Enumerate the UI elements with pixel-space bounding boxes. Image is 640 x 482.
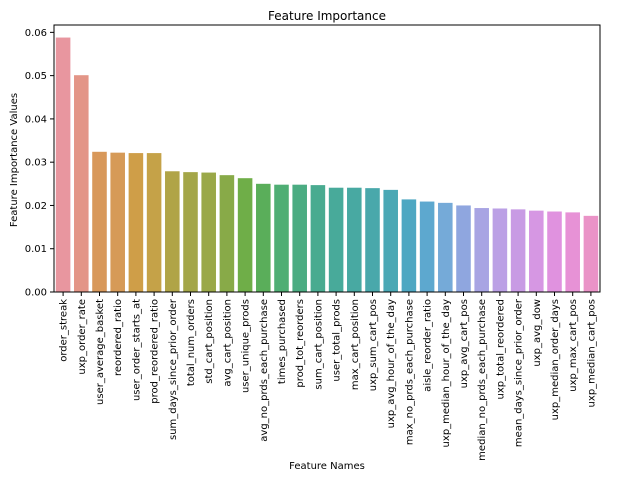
x-tick-label: sum_days_since_prior_order xyxy=(168,298,179,440)
bar-uxp-total-reordered xyxy=(492,208,508,292)
bar-avg-cart-position xyxy=(219,175,235,292)
bar-avg-no-prds-each-purchase xyxy=(256,183,271,292)
x-tick-label: uxp_order_rate xyxy=(77,299,88,375)
y-tick-label: 0.01 xyxy=(25,244,47,255)
x-tick-label: uxp_total_reordered xyxy=(495,299,506,399)
x-tick-label: user_order_starts_at xyxy=(131,299,142,401)
bar-prod-reordered-ratio xyxy=(146,153,162,292)
bar-max-cart-position xyxy=(347,187,362,292)
x-tick-label: user_average_basket xyxy=(95,299,106,405)
bar-std-cart-position xyxy=(201,172,216,292)
x-axis: order_streak uxp_order_rate user_average_b… xyxy=(59,292,597,461)
x-tick-label: uxp_median_order_days xyxy=(550,299,561,420)
y-tick-label: 0.00 xyxy=(25,288,47,299)
x-tick-label: user_unique_prods xyxy=(241,299,252,393)
x-tick-label: avg_cart_position xyxy=(222,299,233,387)
bar-sum-cart-position xyxy=(310,185,326,292)
bar-reordered-ratio xyxy=(110,152,125,292)
bar-user-total-prods xyxy=(328,187,344,292)
chart-title: Feature Importance xyxy=(268,9,386,23)
bar-prod-tot-reorders xyxy=(292,184,307,292)
bars-group xyxy=(55,37,599,293)
x-tick-label: reordered_ratio xyxy=(113,299,124,376)
bar-uxp-order-rate xyxy=(74,75,89,293)
bar-uxp-avg-cart-pos xyxy=(456,205,471,292)
x-tick-label: total_num_orders xyxy=(186,299,197,386)
bar-user-order-starts-at xyxy=(128,153,144,292)
bar-max-no-prds-each-purchase xyxy=(401,199,417,292)
bar-aisle-reorder-ratio xyxy=(419,201,435,292)
x-tick-label: uxp_avg_hour_of_the_day xyxy=(386,299,397,428)
bar-uxp-median-cart-pos xyxy=(583,215,599,292)
x-tick-label: uxp_max_cart_pos xyxy=(568,299,579,392)
y-tick-label: 0.06 xyxy=(25,28,47,39)
x-tick-label: user_total_prods xyxy=(332,299,343,382)
y-axis: 0.00 0.01 0.02 0.03 0.04 0.05 0.06 xyxy=(25,28,54,299)
y-axis-label: Feature Importance Values xyxy=(9,93,20,227)
x-tick-label: times_purchased xyxy=(277,299,288,384)
x-tick-label: mean_days_since_prior_order xyxy=(514,298,525,447)
bar-uxp-avg-dow xyxy=(529,210,544,292)
bar-sum-days-since-prior-order xyxy=(165,171,180,292)
y-tick-label: 0.02 xyxy=(25,201,47,212)
bar-order-streak xyxy=(55,37,71,292)
bar-uxp-median-hour-of-the-day xyxy=(438,202,453,292)
bar-user-unique-prods xyxy=(237,178,253,292)
x-tick-label: uxp_median_hour_of_the_day xyxy=(441,299,452,448)
y-tick-label: 0.05 xyxy=(25,71,47,82)
x-tick-label: uxp_avg_cart_pos xyxy=(459,299,470,388)
bar-uxp-avg-hour-of-the-day xyxy=(383,189,398,292)
bar-uxp-max-cart-pos xyxy=(565,212,580,292)
bar-times-purchased xyxy=(274,184,289,292)
x-tick-label: max_no_prds_each_purchase xyxy=(404,299,415,445)
bar-mean-days-since-prior-order xyxy=(510,209,526,292)
x-tick-label: avg_no_prds_each_purchase xyxy=(259,299,270,442)
x-tick-label: max_cart_position xyxy=(350,299,361,390)
x-tick-label: uxp_sum_cart_pos xyxy=(368,299,379,391)
x-tick-label: aisle_reorder_ratio xyxy=(423,299,434,392)
bar-user-average-basket xyxy=(92,151,107,292)
y-tick-label: 0.03 xyxy=(25,158,47,169)
bar-median-no-prds-each-purchase xyxy=(474,208,489,292)
x-tick-label: prod_tot_reorders xyxy=(295,299,306,388)
bar-uxp-median-order-days xyxy=(547,211,562,292)
bar-uxp-sum-cart-pos xyxy=(365,188,380,292)
x-tick-label: uxp_avg_dow xyxy=(532,299,543,367)
x-tick-label: uxp_median_cart_pos xyxy=(586,299,597,407)
bar-total-num-orders xyxy=(183,172,198,292)
y-tick-label: 0.04 xyxy=(25,114,47,125)
x-tick-label: order_streak xyxy=(59,299,70,362)
x-tick-label: median_no_prds_each_purchase xyxy=(477,299,488,461)
plot-frame xyxy=(53,24,601,293)
x-tick-label: prod_reordered_ratio xyxy=(150,299,161,404)
x-tick-label: std_cart_position xyxy=(204,299,215,384)
x-tick-label: sum_cart_position xyxy=(313,299,324,390)
x-axis-label: Feature Names xyxy=(289,461,365,472)
